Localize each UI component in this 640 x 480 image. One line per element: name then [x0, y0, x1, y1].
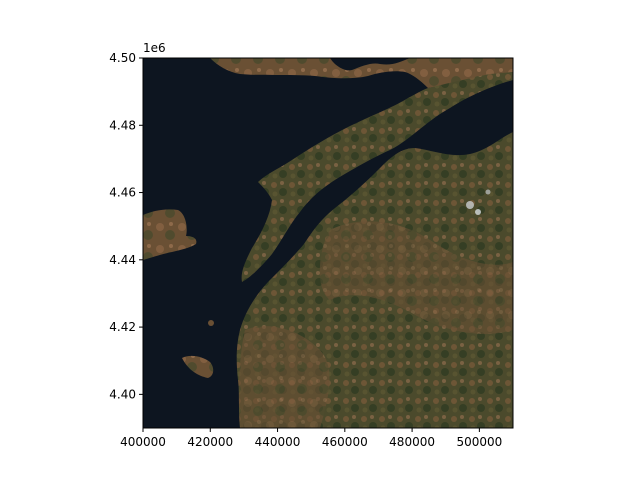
x-tick-label: 440000 [255, 435, 301, 449]
islet [208, 320, 214, 326]
map-raster [143, 58, 513, 428]
x-tick-label: 400000 [120, 435, 166, 449]
x-axis: 400000 420000 440000 460000 480000 500000 [120, 428, 502, 449]
x-tick-label: 500000 [456, 435, 502, 449]
y-tick-label: 4.40 [109, 387, 136, 401]
x-tick-label: 420000 [187, 435, 233, 449]
axes-frame [142, 57, 514, 429]
imbros-island [143, 209, 197, 260]
y-offset-text: 1e6 [143, 41, 166, 55]
y-tick-label: 4.44 [109, 253, 136, 267]
y-axis: 4.40 4.42 4.44 4.46 4.48 4.50 [109, 51, 143, 401]
y-tick-label: 4.46 [109, 186, 136, 200]
x-tick-label: 460000 [322, 435, 368, 449]
cloud-speck [475, 209, 481, 215]
mainland-arid-patch [319, 221, 513, 334]
x-tick-label: 480000 [389, 435, 435, 449]
tenedos-island [182, 355, 214, 378]
cloud-speck [466, 201, 474, 209]
y-tick-label: 4.50 [109, 51, 136, 65]
cloud-speck [485, 189, 491, 195]
north-coast-land [210, 58, 513, 88]
y-tick-label: 4.48 [109, 118, 136, 132]
mainland-southwest-patch [238, 326, 330, 428]
gallipoli-peninsula [241, 72, 513, 282]
y-tick-label: 4.42 [109, 320, 136, 334]
